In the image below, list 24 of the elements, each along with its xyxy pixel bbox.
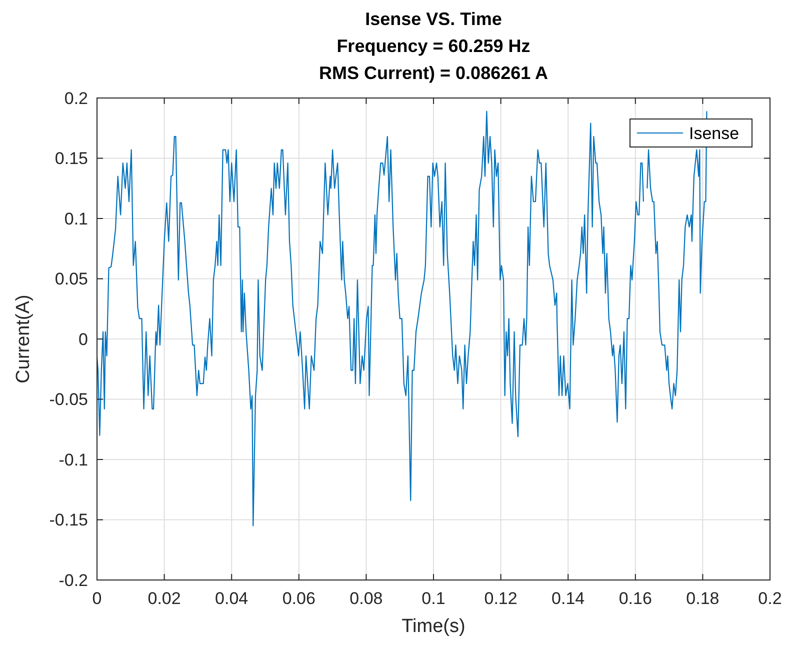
x-tick-label: 0.08 bbox=[350, 589, 383, 608]
y-tick-label: 0.15 bbox=[54, 149, 88, 168]
y-tick-label: 0 bbox=[78, 330, 88, 349]
x-tick-label: 0.02 bbox=[148, 589, 181, 608]
y-tick-label: -0.1 bbox=[58, 450, 88, 470]
y-tick-label: -0.05 bbox=[49, 390, 88, 410]
x-axis-title: Time(s) bbox=[402, 616, 466, 637]
x-tick-label: 0.2 bbox=[758, 589, 782, 608]
y-tick-label: 0.05 bbox=[54, 270, 88, 289]
x-tick-label: 0.04 bbox=[215, 589, 248, 608]
y-tick-label: -0.15 bbox=[49, 510, 88, 530]
y-tick-label: -0.2 bbox=[58, 570, 88, 590]
x-tick-label: 0.18 bbox=[686, 589, 720, 608]
x-tick-label: 0.12 bbox=[484, 589, 518, 608]
y-tick-label: 0.2 bbox=[64, 88, 88, 108]
x-tick-label: 0.06 bbox=[282, 589, 316, 608]
chart-title: Isense VS. Time Frequency = 60.259 Hz RMS Current) = 0.086261 A bbox=[319, 9, 548, 83]
x-tick-label: 0.16 bbox=[618, 589, 652, 608]
x-tick-label: 0.1 bbox=[422, 589, 446, 608]
x-tick-label: 0 bbox=[92, 589, 102, 608]
x-tick-label: 0.14 bbox=[552, 589, 585, 608]
y-axis-title: Current(A) bbox=[13, 294, 34, 384]
legend-label: Isense bbox=[689, 124, 740, 143]
y-tick-label: 0.1 bbox=[64, 209, 88, 228]
